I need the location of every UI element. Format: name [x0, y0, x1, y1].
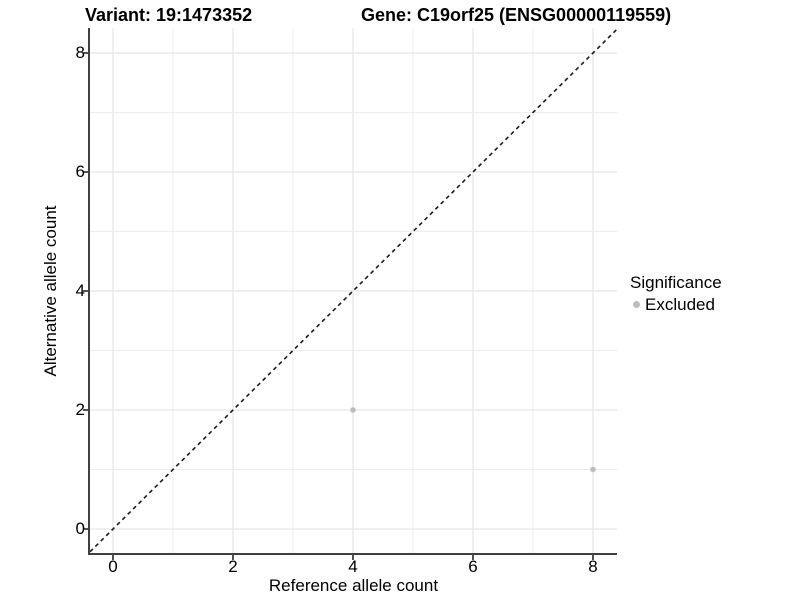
- gene-title: Gene: C19orf25 (ENSG00000119559): [361, 5, 672, 25]
- legend-entry-excluded: Excluded: [633, 294, 722, 315]
- x-axis-title: Reference allele count: [268, 576, 439, 595]
- legend-entry-label: Excluded: [645, 295, 715, 314]
- y-axis-title: Alternative allele count: [41, 205, 60, 377]
- identity-line: [89, 28, 618, 553]
- x-tick-label: 4: [348, 557, 358, 576]
- y-tick-label: 4: [75, 281, 85, 300]
- legend-title: Significance: [630, 273, 722, 292]
- x-tick-label: 2: [228, 557, 238, 576]
- variant-title: Variant: 19:1473352: [85, 5, 253, 25]
- y-tick-label: 6: [75, 162, 85, 181]
- x-tick-label: 8: [588, 557, 598, 576]
- y-tick-label: 8: [75, 43, 85, 62]
- data-point: [350, 407, 356, 413]
- data-point: [590, 466, 596, 473]
- x-tick-label: 0: [108, 557, 118, 576]
- y-tick-label: 2: [75, 400, 85, 419]
- excluded-point-icon: [633, 301, 640, 308]
- y-tick-label: 0: [75, 519, 85, 538]
- x-tick-label: 6: [468, 557, 478, 576]
- significance-legend: Significance Excluded: [630, 272, 722, 315]
